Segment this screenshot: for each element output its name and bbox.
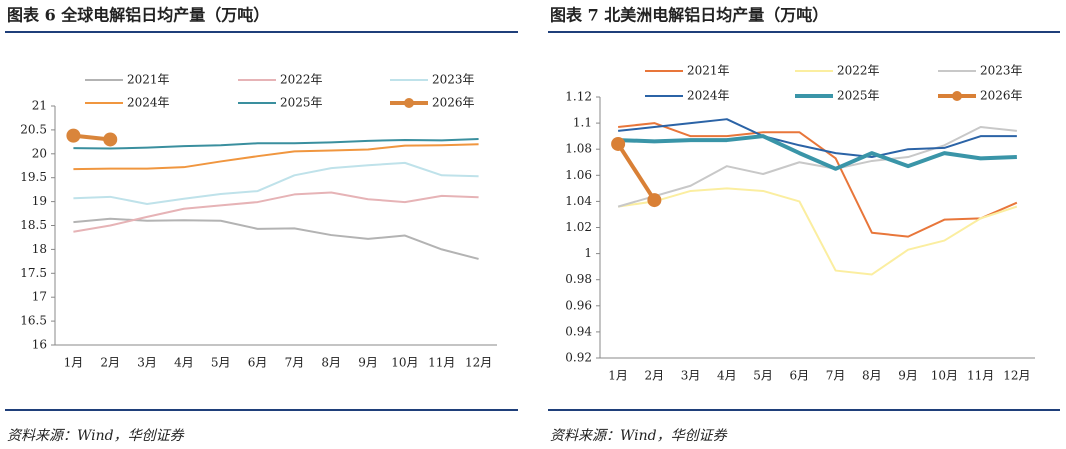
x-tick-label: 12月 — [1003, 369, 1030, 383]
y-tick-label: 1.06 — [565, 168, 592, 182]
x-tick-label: 3月 — [681, 369, 701, 383]
series-line — [616, 142, 657, 202]
series-line — [73, 191, 479, 233]
x-tick-label: 8月 — [862, 369, 882, 383]
source-rule — [5, 409, 518, 411]
legend-label: 2024年 — [687, 89, 730, 103]
x-tick-label: 5月 — [211, 356, 231, 370]
x-tick-label: 5月 — [753, 369, 773, 383]
y-tick-label: 0.94 — [565, 324, 592, 338]
series-line — [73, 161, 479, 205]
x-tick-label: 7月 — [826, 369, 846, 383]
series-line — [618, 122, 1018, 238]
y-tick-label: 1.08 — [565, 142, 592, 156]
legend-label: 2025年 — [280, 96, 323, 110]
series-line — [73, 137, 479, 150]
source: 资料来源：Wind，华创证券 — [550, 428, 728, 444]
y-tick-label: 16.5 — [20, 314, 47, 328]
legend-label: 2021年 — [687, 64, 730, 78]
y-tick-label: 0.92 — [565, 351, 592, 365]
y-tick-label: 18.5 — [20, 218, 47, 232]
source: 资料来源：Wind，华创证券 — [7, 428, 185, 444]
x-tick-label: 9月 — [898, 369, 918, 383]
series-line — [73, 143, 479, 171]
series-line — [617, 187, 1018, 276]
series-marker — [611, 136, 626, 151]
series-line — [618, 134, 1017, 171]
y-tick-label: 0.96 — [565, 298, 592, 312]
x-tick-label: 4月 — [174, 356, 194, 370]
title-rule — [5, 31, 518, 33]
x-tick-label: 10月 — [391, 356, 418, 370]
legend-label: 2022年 — [280, 73, 323, 87]
x-tick-label: 6月 — [248, 356, 268, 370]
panel-title: 图表 6 全球电解铝日均产量（万吨） — [7, 6, 269, 25]
y-tick-label: 1.02 — [565, 220, 592, 234]
y-tick-label: 1.1 — [573, 116, 592, 130]
legend-label: 2023年 — [980, 64, 1023, 78]
x-tick-label: 3月 — [137, 356, 157, 370]
series-marker — [647, 193, 662, 208]
legend-marker — [404, 98, 414, 108]
x-tick-label: 9月 — [358, 356, 378, 370]
y-tick-label: 1.04 — [565, 194, 592, 208]
y-tick-label: 20.5 — [20, 122, 47, 136]
series-marker — [66, 128, 81, 143]
y-tick-label: 19 — [32, 194, 47, 208]
title-rule — [548, 31, 1060, 33]
x-tick-label: 8月 — [321, 356, 341, 370]
series-line — [618, 118, 1017, 159]
x-tick-label: 1月 — [64, 356, 84, 370]
x-tick-label: 7月 — [285, 356, 305, 370]
x-tick-label: 11月 — [428, 356, 455, 370]
panel-title: 图表 7 北美洲电解铝日均产量（万吨） — [550, 6, 828, 25]
x-tick-label: 2月 — [645, 369, 665, 383]
series-line — [617, 126, 1017, 208]
series-line — [73, 217, 479, 260]
y-tick-label: 17.5 — [20, 266, 47, 280]
y-tick-label: 1.12 — [565, 90, 592, 104]
x-tick-label: 11月 — [967, 369, 994, 383]
x-tick-label: 4月 — [717, 369, 737, 383]
y-tick-label: 1 — [584, 246, 592, 260]
x-tick-label: 1月 — [608, 369, 628, 383]
y-tick-label: 18 — [32, 242, 47, 256]
y-tick-label: 0.98 — [565, 272, 592, 286]
x-tick-label: 2月 — [100, 356, 120, 370]
legend-label: 2026年 — [432, 96, 475, 110]
x-tick-label: 12月 — [465, 356, 492, 370]
legend-label: 2026年 — [980, 89, 1023, 103]
legend-marker — [952, 91, 962, 101]
y-tick-label: 20 — [32, 146, 47, 160]
legend-label: 2022年 — [837, 64, 880, 78]
legend-label: 2024年 — [127, 96, 170, 110]
y-tick-label: 19.5 — [20, 170, 47, 184]
y-tick-label: 16 — [32, 338, 47, 352]
legend-label: 2021年 — [127, 73, 170, 87]
source-rule — [548, 409, 1060, 411]
legend-label: 2023年 — [432, 73, 475, 87]
y-tick-label: 17 — [32, 290, 47, 304]
legend-label: 2025年 — [837, 89, 880, 103]
series-marker — [103, 132, 118, 147]
x-tick-label: 6月 — [790, 369, 810, 383]
x-tick-label: 10月 — [931, 369, 958, 383]
y-tick-label: 21 — [32, 99, 47, 113]
